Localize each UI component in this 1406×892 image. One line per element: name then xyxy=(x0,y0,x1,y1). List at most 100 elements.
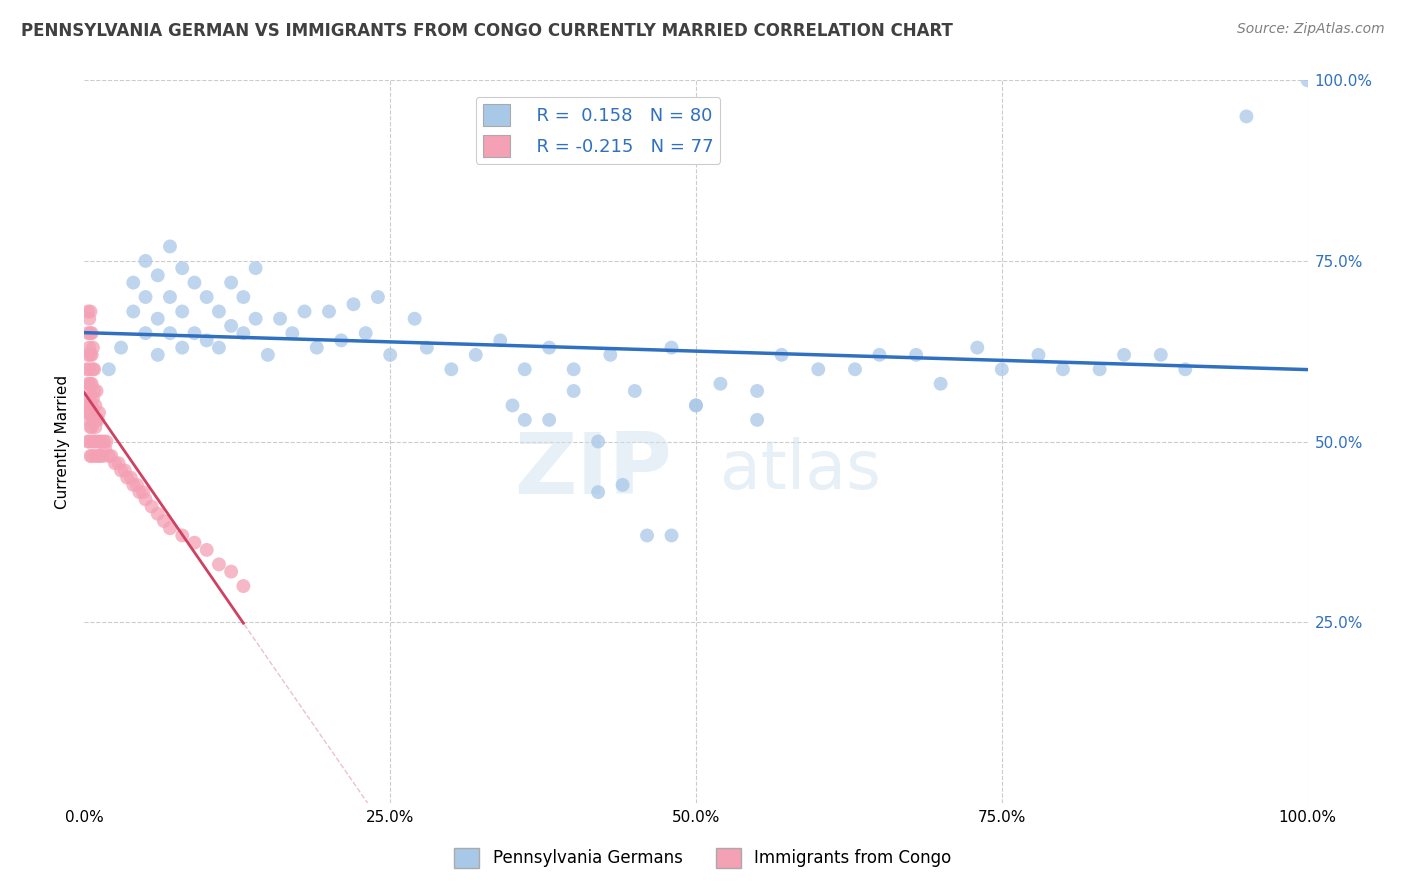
Point xyxy=(318,304,340,318)
Point xyxy=(281,326,304,340)
Point xyxy=(183,326,205,340)
Point xyxy=(562,384,585,398)
Point xyxy=(80,348,103,362)
Point xyxy=(905,348,928,362)
Point xyxy=(82,391,104,405)
Point xyxy=(97,449,120,463)
Point xyxy=(146,507,169,521)
Point xyxy=(1296,73,1319,87)
Point xyxy=(991,362,1014,376)
Point xyxy=(219,565,242,579)
Point xyxy=(79,420,101,434)
Text: Source: ZipAtlas.com: Source: ZipAtlas.com xyxy=(1237,22,1385,37)
Point xyxy=(159,521,181,535)
Point xyxy=(132,485,155,500)
Point xyxy=(612,478,634,492)
Point xyxy=(232,326,254,340)
Point xyxy=(79,304,101,318)
Point xyxy=(122,276,145,290)
Point xyxy=(538,341,561,355)
Point xyxy=(80,398,103,412)
Point xyxy=(183,276,205,290)
Point xyxy=(79,376,101,391)
Point xyxy=(77,406,100,420)
Point xyxy=(87,434,110,449)
Point xyxy=(77,348,100,362)
Point xyxy=(80,449,103,463)
Point xyxy=(183,535,205,549)
Point xyxy=(97,362,120,376)
Point xyxy=(294,304,316,318)
Point xyxy=(513,362,536,376)
Point xyxy=(86,413,108,427)
Point xyxy=(146,268,169,283)
Point xyxy=(120,470,142,484)
Point xyxy=(195,290,218,304)
Point xyxy=(84,398,107,412)
Point xyxy=(844,362,866,376)
Point xyxy=(90,434,112,449)
Point xyxy=(159,239,181,253)
Point xyxy=(115,470,138,484)
Point xyxy=(79,398,101,412)
Point xyxy=(219,276,242,290)
Point xyxy=(245,311,267,326)
Point xyxy=(77,304,100,318)
Point xyxy=(159,326,181,340)
Point xyxy=(79,449,101,463)
Point xyxy=(86,434,108,449)
Point xyxy=(1088,362,1111,376)
Point xyxy=(77,391,100,405)
Point xyxy=(966,341,988,355)
Point xyxy=(79,326,101,340)
Point xyxy=(380,348,402,362)
Point xyxy=(87,449,110,463)
Point xyxy=(562,362,585,376)
Point xyxy=(77,413,100,427)
Point xyxy=(122,304,145,318)
Point xyxy=(83,413,105,427)
Point xyxy=(77,384,100,398)
Point xyxy=(159,290,181,304)
Point xyxy=(84,420,107,434)
Point xyxy=(114,463,136,477)
Point xyxy=(709,376,731,391)
Point xyxy=(96,434,118,449)
Point xyxy=(146,348,169,362)
Point xyxy=(342,297,364,311)
Point xyxy=(661,341,683,355)
Point xyxy=(172,261,194,276)
Point xyxy=(82,434,104,449)
Y-axis label: Currently Married: Currently Married xyxy=(55,375,70,508)
Point xyxy=(440,362,463,376)
Point xyxy=(416,341,439,355)
Point xyxy=(208,304,231,318)
Point xyxy=(586,434,609,449)
Point xyxy=(80,420,103,434)
Legend: Pennsylvania Germans, Immigrants from Congo: Pennsylvania Germans, Immigrants from Co… xyxy=(447,841,959,875)
Point xyxy=(929,376,952,391)
Point xyxy=(172,341,194,355)
Point xyxy=(367,290,389,304)
Point xyxy=(586,485,609,500)
Text: PENNSYLVANIA GERMAN VS IMMIGRANTS FROM CONGO CURRENTLY MARRIED CORRELATION CHART: PENNSYLVANIA GERMAN VS IMMIGRANTS FROM C… xyxy=(21,22,953,40)
Point xyxy=(80,326,103,340)
Point xyxy=(107,456,129,470)
Point xyxy=(83,384,105,398)
Point xyxy=(172,528,194,542)
Point xyxy=(195,334,218,348)
Point xyxy=(661,528,683,542)
Point xyxy=(807,362,830,376)
Point xyxy=(464,348,486,362)
Point xyxy=(77,434,100,449)
Point xyxy=(747,384,769,398)
Point xyxy=(599,348,621,362)
Legend:   R =  0.158   N = 80,   R = -0.215   N = 77: R = 0.158 N = 80, R = -0.215 N = 77 xyxy=(475,96,720,164)
Point xyxy=(100,449,122,463)
Point xyxy=(87,406,110,420)
Point xyxy=(257,348,280,362)
Point xyxy=(685,398,707,412)
Point xyxy=(125,478,148,492)
Point xyxy=(354,326,377,340)
Point xyxy=(502,398,524,412)
